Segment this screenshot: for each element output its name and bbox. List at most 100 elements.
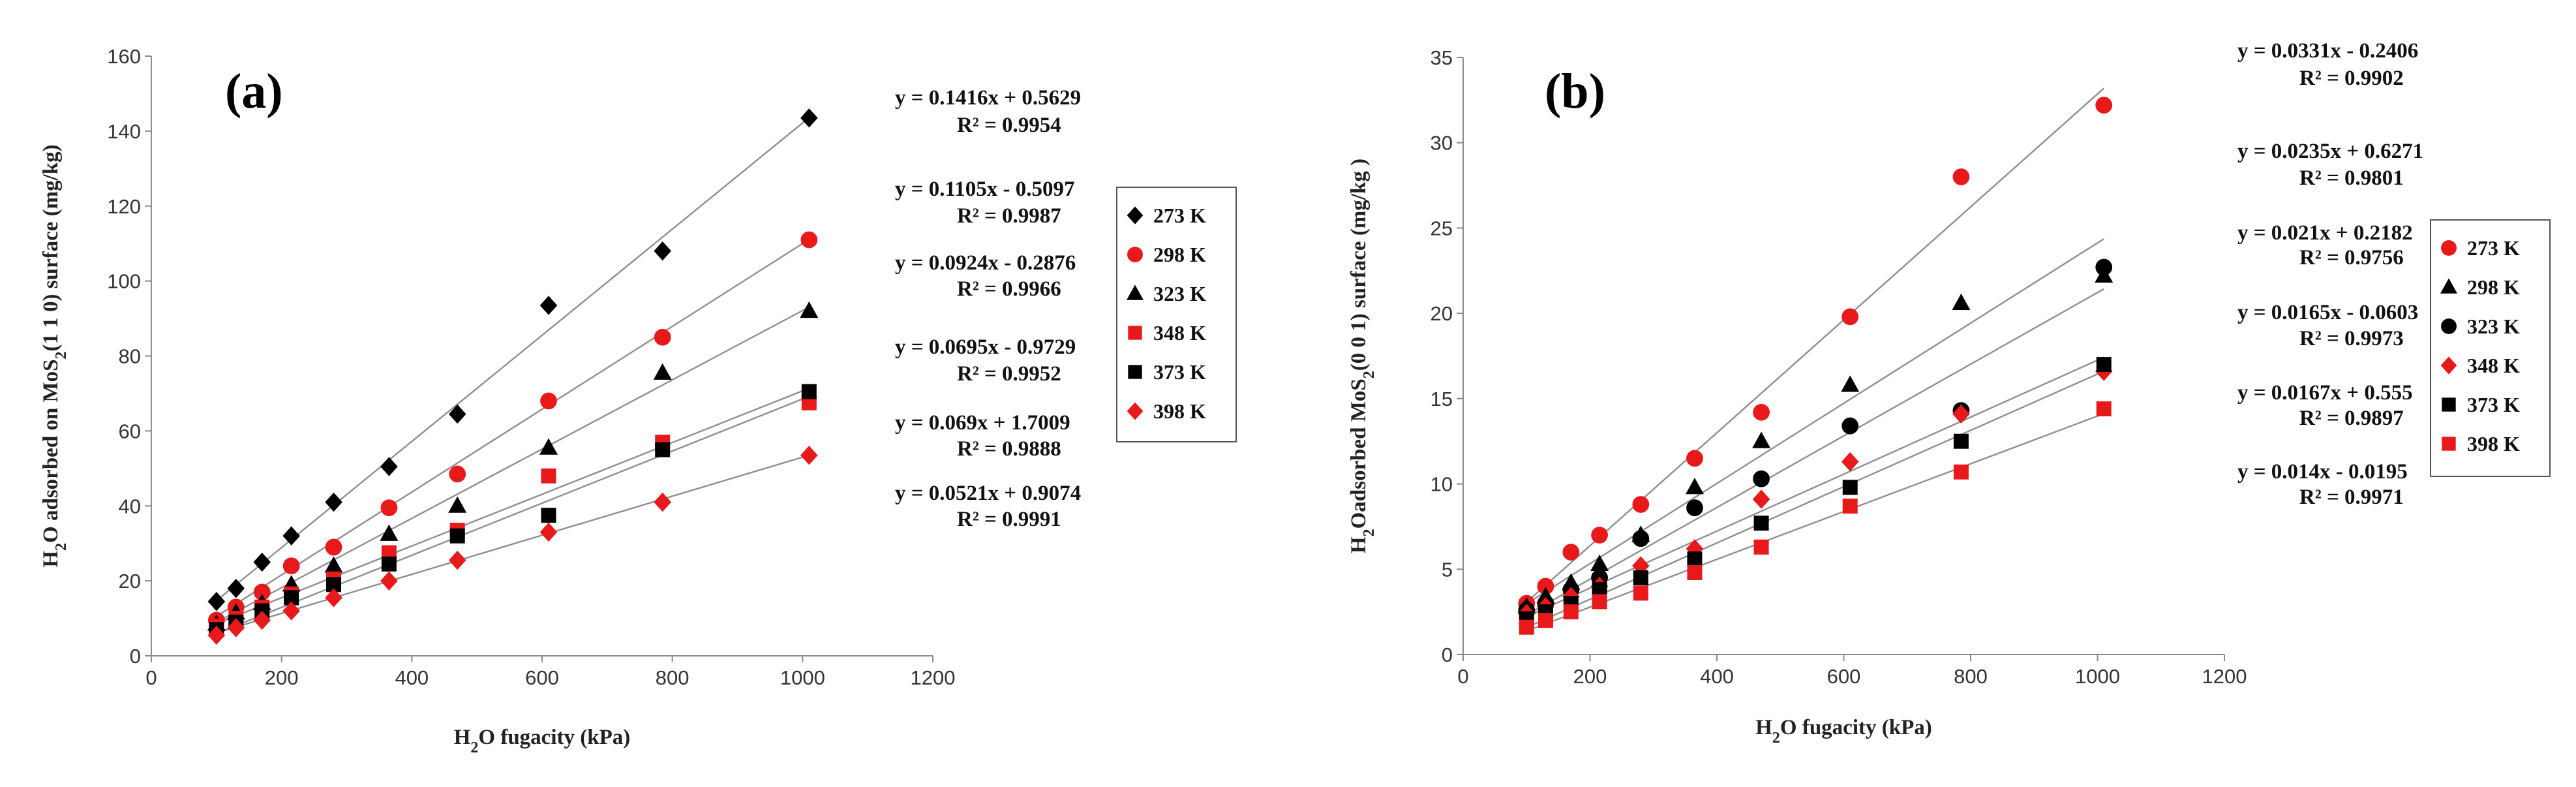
trendline (216, 387, 810, 625)
y-tick-label: 20 (119, 570, 141, 593)
legend-label: 373 K (1153, 360, 1206, 384)
data-point (380, 499, 398, 517)
trendline-r-squared: R² = 0.9973 (2299, 327, 2404, 350)
trendline-equation: y = 0.0165x - 0.0603 (2237, 301, 2418, 324)
data-point (1842, 499, 1858, 514)
y-axis-title: H2Oadsorbed MoS2(0 0 1) surface (mg/kg ) (1347, 159, 1378, 553)
y-tick-label: 160 (107, 45, 141, 68)
y-tick-label: 35 (1431, 46, 1453, 69)
y-axis-title-part: 2 (53, 543, 70, 551)
data-point (654, 492, 671, 512)
data-point (653, 363, 672, 380)
y-axis-title-part: H (39, 551, 63, 568)
y-axis-title-part: 2 (1361, 371, 1378, 378)
data-point (381, 556, 397, 572)
x-tick-label: 0 (145, 666, 157, 689)
data-point (539, 296, 558, 315)
data-point (1952, 168, 1970, 185)
x-tick-label: 600 (1827, 665, 1861, 688)
chart-panel-a: 0 20 40 60 80 100 120 140 160 0 200 400 600 800 1000 12… (39, 45, 1237, 756)
x-axis-title: H2O fugacity (kPa) (454, 726, 630, 756)
trendline-equation: y = 0.0167x + 0.555 (2237, 381, 2413, 405)
trendline-equation: y = 0.0521x + 0.9074 (895, 482, 1081, 505)
data-point (1633, 570, 1648, 585)
trendline-equation: y = 0.0924x - 0.2876 (895, 251, 1076, 275)
trendline-r-squared: R² = 0.9991 (957, 508, 1061, 531)
data-point (1841, 452, 1859, 472)
panel-label: (a) (225, 64, 283, 119)
data-point (227, 578, 245, 598)
data-point (449, 528, 465, 544)
data-point (253, 583, 271, 601)
legend-marker (2441, 318, 2457, 334)
x-axis-title-part: 2 (470, 739, 478, 756)
data-point (801, 384, 817, 399)
trendline-r-squared: R² = 0.9971 (2299, 486, 2404, 509)
data-point (380, 571, 398, 591)
x-axis-title-part: O fugacity (kPa) (478, 726, 630, 749)
x-tick-label: 0 (1457, 665, 1468, 688)
y-tick-label: 80 (119, 345, 141, 368)
data-point (1591, 527, 1608, 544)
trendline-r-squared: R² = 0.9902 (2299, 67, 2404, 90)
data-point (1752, 489, 1770, 509)
trendline (216, 306, 810, 623)
data-point (1687, 551, 1703, 567)
data-point (325, 492, 342, 512)
legend-marker (2442, 437, 2456, 451)
legend-box (2430, 219, 2551, 477)
data-point (325, 538, 342, 556)
legend-marker (1127, 285, 1144, 300)
data-point (1952, 293, 1971, 310)
legend-marker (1127, 206, 1144, 224)
data-point (1686, 499, 1703, 517)
y-tick-label: 15 (1431, 388, 1453, 410)
data-point (448, 496, 467, 513)
data-point (448, 550, 466, 570)
legend-label: 373 K (2467, 393, 2520, 416)
data-point (380, 457, 398, 476)
data-point (1685, 478, 1704, 495)
legend-label: 398 K (1153, 399, 1206, 423)
data-point (381, 545, 397, 561)
trendline (1526, 370, 2104, 628)
x-axis-title-part: O fugacity (kPa) (1780, 716, 1932, 739)
trendline-equation: y = 0.0235x + 0.6271 (2237, 140, 2423, 163)
x-tick-label: 600 (525, 666, 559, 689)
x-axis-title: H2O fugacity (kPa) (1755, 716, 1932, 747)
data-point (539, 438, 558, 455)
data-point (2096, 357, 2112, 373)
data-point (801, 395, 817, 410)
data-point (1563, 604, 1579, 620)
y-tick-label: 40 (119, 495, 141, 517)
data-point (654, 241, 671, 261)
legend-marker (2440, 356, 2457, 375)
data-point (1632, 496, 1650, 513)
legend-label: 273 K (2467, 236, 2520, 260)
y-axis-title-part: H (1347, 536, 1371, 553)
trendline (1526, 356, 2104, 617)
data-point (1537, 578, 1554, 595)
data-point (1842, 480, 1858, 495)
data-point (448, 404, 466, 424)
data-point (282, 557, 300, 575)
data-point (282, 526, 300, 546)
trendline-r-squared: R² = 0.9897 (2299, 407, 2404, 430)
trendline-equation: y = 0.0695x - 0.9729 (895, 335, 1076, 359)
trendline (1526, 238, 2104, 605)
data-point (1841, 417, 1859, 435)
data-point (1632, 556, 1650, 576)
x-tick-label: 1000 (780, 666, 825, 689)
data-point (1519, 619, 1534, 635)
data-point (1592, 582, 1607, 598)
data-point (1632, 530, 1650, 548)
legend-label: 323 K (1153, 282, 1206, 305)
data-point (2095, 97, 2113, 114)
y-axis-title-part: Oadsorbed MoS (1347, 378, 1371, 529)
trendline (216, 117, 810, 602)
x-tick-label: 800 (1954, 665, 1988, 688)
y-tick-label: 140 (107, 120, 141, 143)
trendline-equation: y = 0.069x + 1.7009 (895, 411, 1070, 435)
